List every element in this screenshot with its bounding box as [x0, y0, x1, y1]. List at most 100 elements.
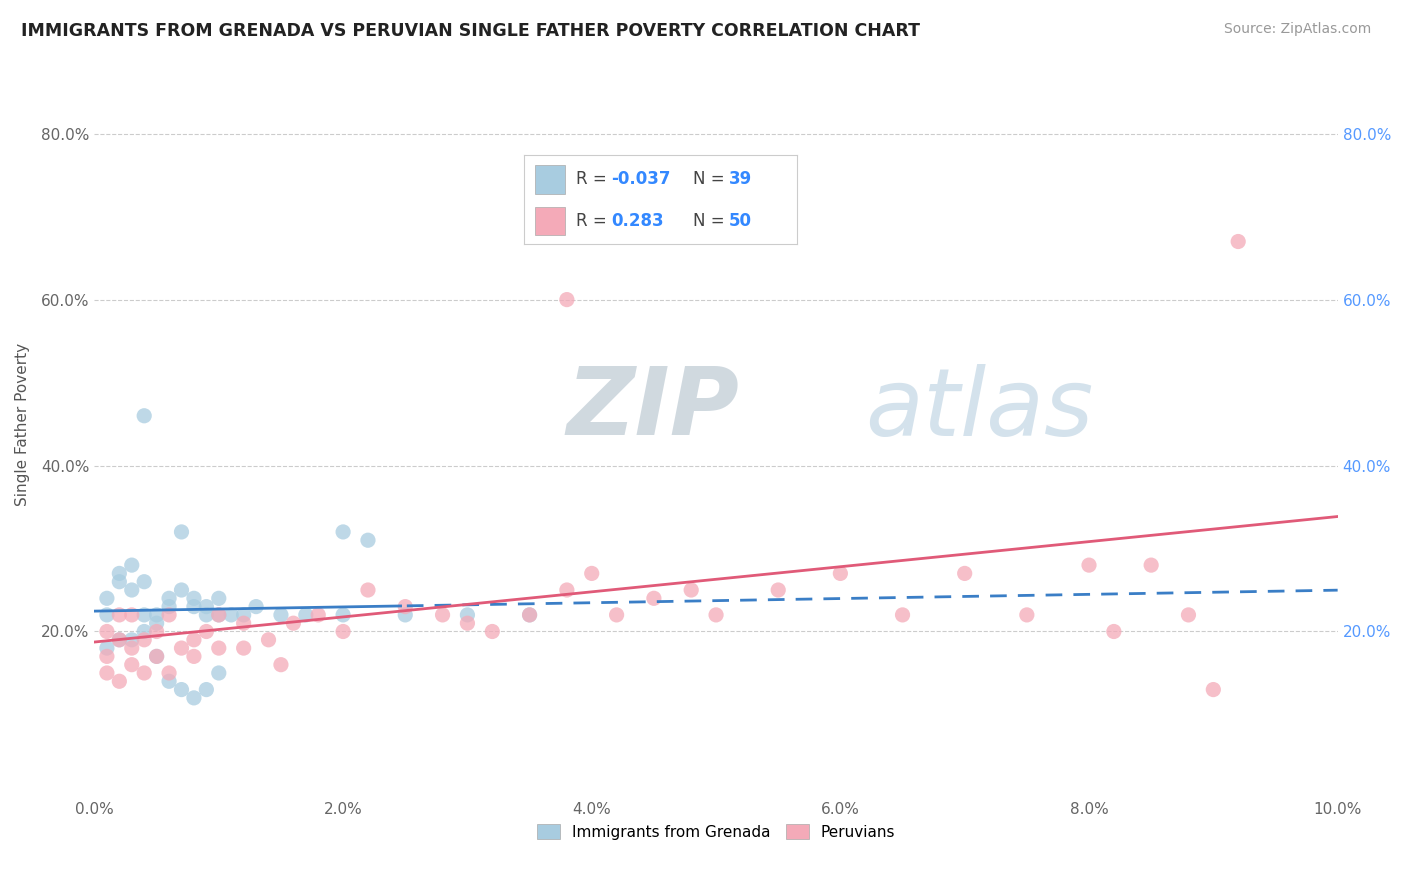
- Point: [108, 607, 131, 622]
- Point: [121, 558, 143, 573]
- Y-axis label: Single Father Poverty: Single Father Poverty: [15, 343, 30, 506]
- Point: [134, 409, 156, 423]
- Point: [183, 632, 205, 647]
- Text: R =: R =: [576, 212, 612, 230]
- Point: [208, 591, 231, 606]
- Point: [170, 524, 193, 539]
- Point: [96, 665, 118, 680]
- Legend: Immigrants from Grenada, Peruvians: Immigrants from Grenada, Peruvians: [530, 818, 901, 846]
- FancyBboxPatch shape: [536, 207, 565, 235]
- Point: [96, 624, 118, 639]
- Point: [108, 632, 131, 647]
- Point: [170, 641, 193, 656]
- Point: [643, 591, 665, 606]
- Point: [1078, 558, 1101, 573]
- Point: [232, 616, 254, 631]
- Text: atlas: atlas: [865, 364, 1094, 455]
- Point: [108, 674, 131, 689]
- Point: [307, 607, 329, 622]
- Point: [134, 607, 156, 622]
- Point: [96, 641, 118, 656]
- Point: [134, 624, 156, 639]
- Point: [456, 616, 478, 631]
- Text: Source: ZipAtlas.com: Source: ZipAtlas.com: [1223, 22, 1371, 37]
- Point: [481, 624, 503, 639]
- FancyBboxPatch shape: [536, 165, 565, 194]
- Point: [121, 632, 143, 647]
- Point: [270, 657, 292, 672]
- Point: [208, 607, 231, 622]
- Point: [766, 582, 789, 597]
- Point: [145, 649, 167, 664]
- Point: [134, 632, 156, 647]
- Point: [208, 607, 231, 622]
- Point: [145, 607, 167, 622]
- Point: [432, 607, 454, 622]
- Point: [519, 607, 541, 622]
- Point: [606, 607, 628, 622]
- Point: [581, 566, 603, 581]
- Point: [394, 599, 416, 614]
- Text: -0.037: -0.037: [612, 170, 671, 188]
- Point: [183, 591, 205, 606]
- Point: [170, 582, 193, 597]
- Point: [208, 641, 231, 656]
- Point: [891, 607, 914, 622]
- Point: [195, 682, 218, 697]
- Point: [257, 632, 280, 647]
- Point: [1102, 624, 1125, 639]
- Point: [208, 665, 231, 680]
- Text: 50: 50: [728, 212, 752, 230]
- Point: [953, 566, 976, 581]
- Text: N =: N =: [693, 170, 730, 188]
- Point: [157, 674, 180, 689]
- Point: [195, 624, 218, 639]
- Point: [108, 566, 131, 581]
- Point: [1140, 558, 1163, 573]
- Point: [108, 574, 131, 589]
- Point: [1015, 607, 1038, 622]
- Point: [145, 649, 167, 664]
- Point: [96, 591, 118, 606]
- Point: [121, 641, 143, 656]
- Point: [245, 599, 267, 614]
- Point: [157, 665, 180, 680]
- Point: [519, 607, 541, 622]
- Point: [157, 599, 180, 614]
- Point: [170, 682, 193, 697]
- Point: [555, 582, 578, 597]
- Point: [332, 624, 354, 639]
- Point: [134, 665, 156, 680]
- Point: [1177, 607, 1199, 622]
- Point: [219, 607, 242, 622]
- Point: [332, 607, 354, 622]
- Point: [121, 607, 143, 622]
- Point: [704, 607, 727, 622]
- Point: [394, 607, 416, 622]
- Point: [283, 616, 305, 631]
- Point: [195, 607, 218, 622]
- Point: [134, 574, 156, 589]
- Point: [295, 607, 318, 622]
- Point: [183, 599, 205, 614]
- Text: IMMIGRANTS FROM GRENADA VS PERUVIAN SINGLE FATHER POVERTY CORRELATION CHART: IMMIGRANTS FROM GRENADA VS PERUVIAN SING…: [21, 22, 920, 40]
- Point: [121, 657, 143, 672]
- Point: [157, 591, 180, 606]
- Point: [456, 607, 478, 622]
- Text: ZIP: ZIP: [567, 363, 740, 455]
- Point: [183, 690, 205, 705]
- Point: [270, 607, 292, 622]
- Point: [1202, 682, 1225, 697]
- Point: [830, 566, 852, 581]
- Point: [183, 649, 205, 664]
- Point: [581, 226, 603, 240]
- Point: [96, 607, 118, 622]
- Point: [157, 607, 180, 622]
- Point: [232, 607, 254, 622]
- Point: [1227, 235, 1250, 249]
- Point: [108, 632, 131, 647]
- Point: [145, 616, 167, 631]
- Text: 0.283: 0.283: [612, 212, 664, 230]
- Point: [232, 641, 254, 656]
- Point: [357, 533, 380, 548]
